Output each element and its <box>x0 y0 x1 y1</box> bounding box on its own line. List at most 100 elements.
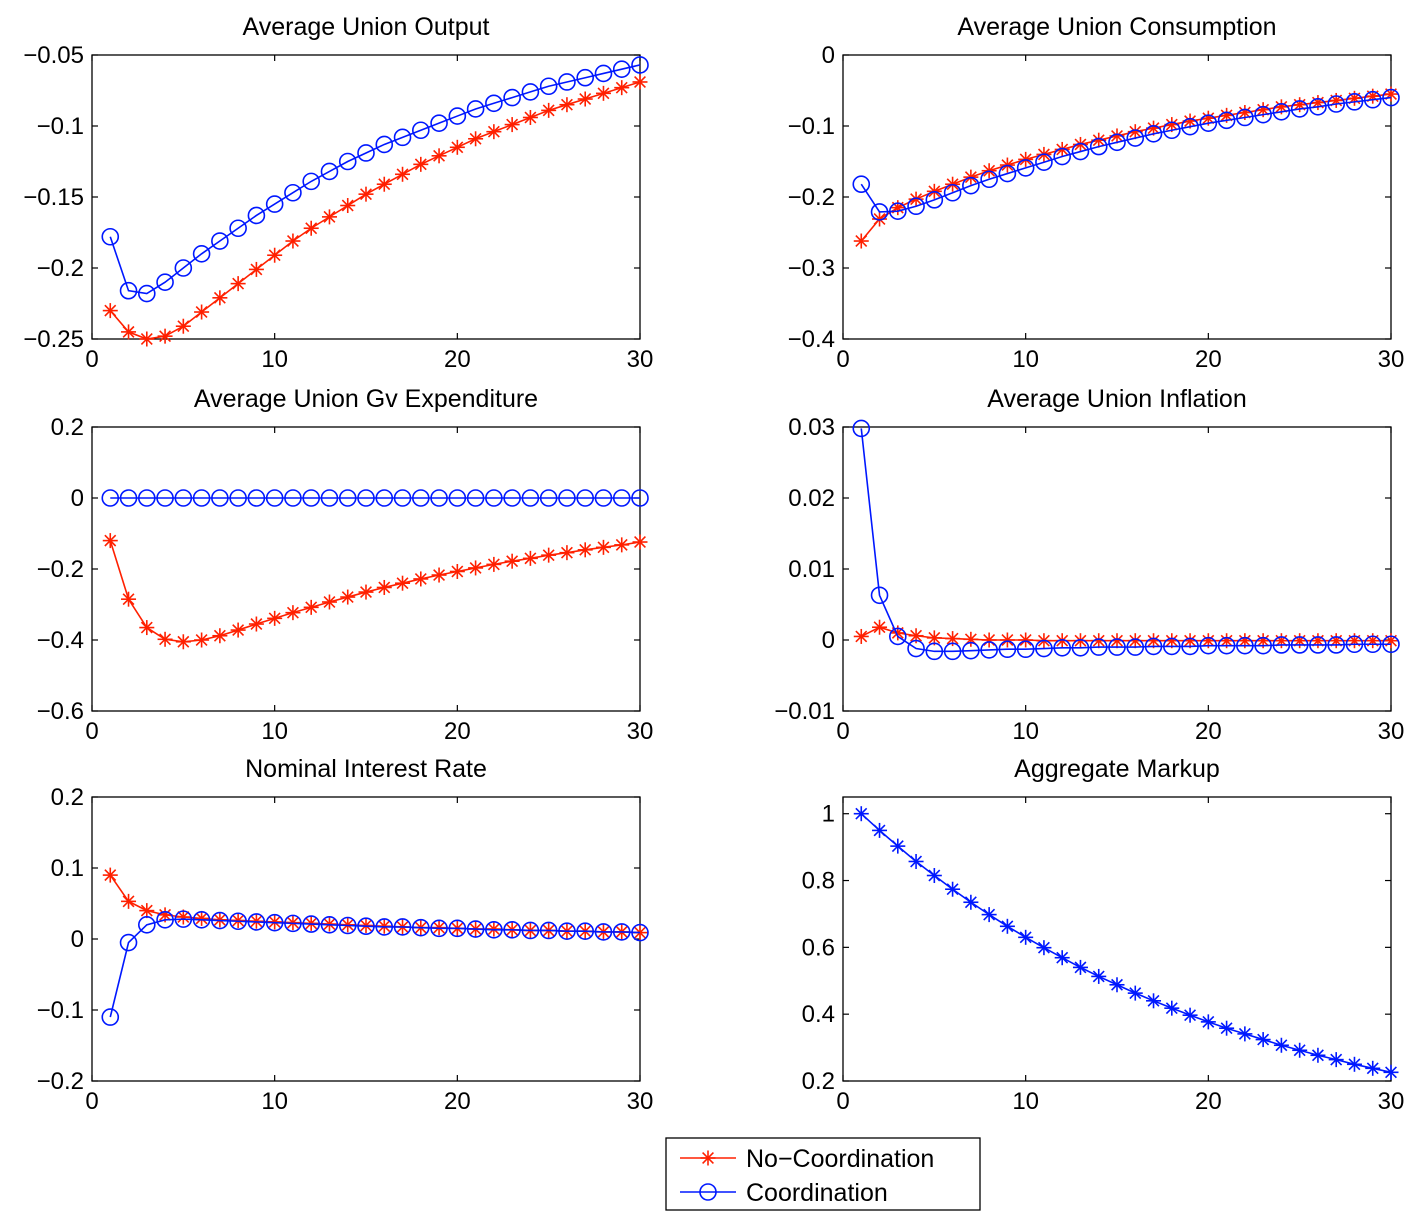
data-point-circle <box>375 135 394 154</box>
x-tick-label: 10 <box>261 1088 288 1115</box>
data-point-star <box>431 567 447 583</box>
data-point-circle <box>192 911 211 929</box>
data-point-circle <box>466 920 485 938</box>
y-tick-label: −0.1 <box>37 113 84 140</box>
data-point-circle <box>375 918 394 936</box>
data-point-circle <box>1236 636 1254 655</box>
data-point-star <box>559 97 575 113</box>
data-point-circle <box>1290 100 1309 118</box>
data-point-star <box>1255 633 1271 649</box>
data-point-circle <box>631 923 649 942</box>
data-point-star <box>468 560 484 576</box>
data-point-circle <box>247 913 266 931</box>
y-tick-label: −0.1 <box>37 997 84 1024</box>
axes-frame <box>842 796 1392 1082</box>
y-tick-label: −0.2 <box>37 556 84 583</box>
data-point-star <box>1292 633 1308 649</box>
y-tick-label: −0.2 <box>37 1068 84 1095</box>
data-point-star <box>1219 1020 1235 1036</box>
data-point-circle <box>1089 638 1108 656</box>
x-tick-label: 20 <box>1195 718 1222 745</box>
panel-title: Average Union Inflation <box>987 385 1246 413</box>
data-point-star <box>1146 993 1162 1009</box>
data-point-star <box>413 571 429 587</box>
data-point-star <box>175 909 191 925</box>
data-point-circle <box>211 911 229 930</box>
y-tick-label: −0.2 <box>37 255 84 282</box>
data-point-star <box>175 318 191 334</box>
data-point-star <box>1091 968 1107 984</box>
data-point-circle <box>612 60 631 78</box>
y-tick-label: 0.4 <box>802 1001 835 1028</box>
x-tick-label: 0 <box>85 346 98 373</box>
data-point-circle <box>430 489 448 507</box>
x-tick-label: 0 <box>836 718 849 745</box>
data-point-circle <box>338 152 357 171</box>
data-point-circle <box>357 489 375 507</box>
data-point-circle <box>448 919 467 938</box>
series-markers-coordination <box>101 489 649 507</box>
data-point-star <box>376 176 392 192</box>
series-line-coordination <box>860 428 1391 653</box>
x-tick-label: 30 <box>627 346 654 373</box>
data-point-circle <box>174 910 193 928</box>
data-point-star <box>303 599 319 615</box>
x-tick-label: 10 <box>1012 1088 1039 1115</box>
data-point-star <box>1365 88 1381 104</box>
data-point-star <box>908 628 924 644</box>
panel-title: Nominal Interest Rate <box>245 755 487 783</box>
data-point-circle <box>156 489 174 507</box>
subplot-6: Aggregate Markup 0 10 20 30 0.2 0.4 0.6 0.8 1 <box>802 755 1405 1115</box>
y-tick-label: 0.02 <box>788 485 835 512</box>
data-point-circle <box>1181 117 1199 136</box>
data-point-star <box>522 109 538 125</box>
data-point-star <box>248 616 264 632</box>
data-point-circle <box>1217 636 1236 655</box>
data-point-star <box>285 605 301 621</box>
data-point-star <box>175 634 191 650</box>
data-point-circle <box>393 128 412 147</box>
data-point-star <box>395 575 411 591</box>
data-point-circle <box>119 933 138 952</box>
data-point-circle <box>229 912 247 931</box>
data-point-circle <box>1217 111 1236 130</box>
data-point-star <box>999 632 1015 648</box>
data-point-star <box>230 622 246 638</box>
data-point-star <box>559 545 575 561</box>
x-tick-label: 0 <box>85 718 98 745</box>
data-point-circle <box>119 489 138 507</box>
legend-star-marker <box>700 1150 716 1166</box>
y-tick-label: −0.4 <box>37 627 84 654</box>
x-tick-label: 10 <box>261 346 288 373</box>
series-markers-no-coordination <box>853 86 1399 249</box>
data-point-star <box>1383 1064 1399 1080</box>
x-tick-label: 0 <box>836 1088 849 1115</box>
data-point-circle <box>1254 105 1272 124</box>
data-point-star <box>1310 1047 1326 1063</box>
data-point-star <box>321 594 337 610</box>
data-point-star <box>1200 1014 1216 1030</box>
data-point-circle <box>503 920 521 939</box>
legend-entry-coordination: Coordination <box>680 1179 888 1207</box>
data-point-circle <box>1089 137 1108 156</box>
data-point-circle <box>265 913 284 932</box>
y-tick-label: 1 <box>822 801 835 828</box>
data-point-circle <box>466 100 485 118</box>
x-tick-label: 0 <box>85 1088 98 1115</box>
data-point-star <box>890 838 906 854</box>
y-tick-label: 0.1 <box>51 855 84 882</box>
data-point-circle <box>594 923 613 941</box>
x-tick-label: 30 <box>627 718 654 745</box>
data-point-star <box>1072 633 1088 649</box>
data-point-star <box>121 893 137 909</box>
y-tick-label: 0.2 <box>51 784 84 811</box>
data-point-star <box>321 209 337 225</box>
legend-label-coordination: Coordination <box>746 1179 888 1207</box>
data-point-circle <box>558 489 576 507</box>
data-point-star <box>449 139 465 155</box>
data-point-circle <box>870 203 889 221</box>
data-point-star <box>504 117 520 133</box>
data-point-circle <box>229 219 247 238</box>
